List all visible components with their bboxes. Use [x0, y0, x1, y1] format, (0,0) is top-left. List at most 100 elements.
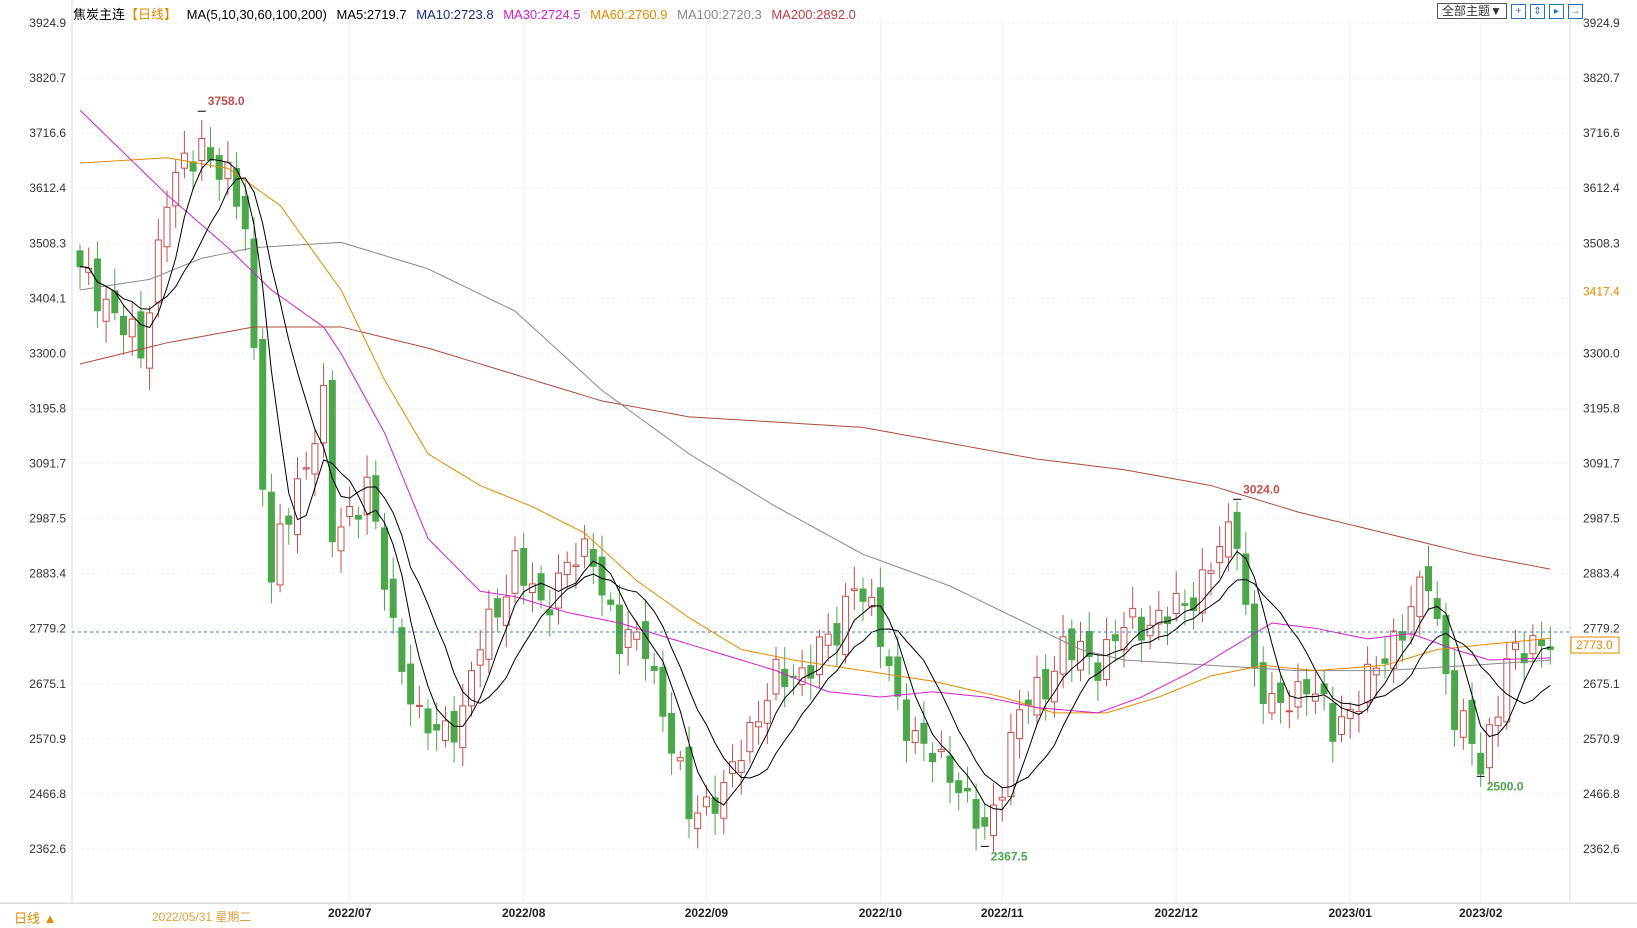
candle-body [1294, 681, 1302, 708]
zoom-range-icon[interactable]: ⇕ [1529, 3, 1545, 19]
theme-dropdown[interactable]: 全部主题▼ [1437, 3, 1507, 19]
extreme-price-label: 2500.0 [1487, 779, 1524, 793]
candle-body [807, 665, 815, 679]
candle-body [207, 147, 214, 161]
candle-body [1103, 639, 1111, 681]
candle-body [520, 548, 528, 586]
candle-body [146, 312, 154, 369]
candle-body [1233, 511, 1241, 549]
candle-body [607, 599, 615, 605]
y-tick-label-right: 2883.4 [1583, 567, 1620, 581]
candle-body [1329, 703, 1337, 742]
candle-body [354, 514, 362, 520]
candle-body [1259, 662, 1267, 705]
period-label[interactable]: 【日线】 [125, 7, 178, 22]
candle-body [1129, 607, 1137, 618]
candle-body [1085, 630, 1093, 658]
period-selector[interactable]: 日线 ▲ [14, 911, 57, 926]
ma10-line [79, 177, 1551, 789]
candle-body [737, 760, 745, 773]
candle-body [163, 206, 171, 248]
candle-body [1459, 710, 1467, 738]
candle-body [711, 797, 719, 814]
y-tick-label-right: 3091.7 [1583, 457, 1620, 471]
candle-body [850, 588, 858, 592]
candle-body [468, 670, 475, 707]
ma60-line [79, 157, 1551, 714]
candle-body [650, 665, 658, 671]
symbol-name: 焦炭主连 [73, 7, 126, 22]
candle-body [1068, 628, 1076, 661]
candle-body [1268, 693, 1276, 714]
candle-body [1311, 693, 1319, 702]
last-price-label: 2773.0 [1576, 638, 1613, 652]
candle-body [476, 649, 484, 666]
candle-body [250, 238, 258, 348]
candle-body [241, 195, 249, 230]
y-tick-label-right: 3195.8 [1583, 401, 1620, 415]
candle-body [337, 526, 345, 552]
candle-body [1468, 699, 1476, 744]
candle-body [911, 730, 919, 744]
y-tick-label-right: 2570.9 [1583, 732, 1620, 746]
candle-body [1050, 670, 1058, 703]
candle-body [224, 161, 232, 180]
candle-body [1172, 592, 1180, 614]
candle-body [1077, 640, 1084, 671]
candle-body [694, 812, 702, 830]
candle-body [494, 598, 502, 618]
candle-body [276, 523, 284, 586]
candle-body [1146, 624, 1154, 637]
candle-body [1164, 616, 1171, 624]
candle-body [1372, 667, 1380, 676]
candle-body [1338, 716, 1345, 735]
y-tick-label-left: 3820.7 [29, 71, 66, 85]
candle-body [1407, 606, 1415, 635]
candle-body [120, 315, 127, 336]
price-marker-label: 3417.4 [1583, 284, 1620, 298]
y-tick-label-left: 3716.6 [29, 126, 66, 140]
candle-body [415, 704, 423, 707]
candle-body [502, 596, 510, 626]
ma200-line [79, 326, 1551, 570]
candle-body [1120, 626, 1128, 651]
zoom-in-icon[interactable]: ▸ [1548, 3, 1564, 19]
candle-body [389, 578, 397, 618]
x-tick-label: 2022/10 [859, 906, 903, 920]
candle-body [76, 250, 84, 268]
y-tick-label-left: 3924.9 [29, 16, 66, 30]
candle-body [624, 629, 632, 648]
candle-body [833, 623, 841, 646]
candle-body [572, 564, 580, 568]
candle-body [589, 548, 597, 567]
candle-body [1451, 670, 1459, 730]
y-tick-label-right: 2466.8 [1583, 787, 1620, 801]
candle-body [1364, 663, 1372, 704]
y-tick-label-left: 2570.9 [29, 732, 66, 746]
crosshair-icon[interactable]: + [1510, 3, 1526, 19]
candle-body [511, 550, 519, 594]
candle-body [1442, 614, 1450, 675]
y-tick-label-right: 3612.4 [1583, 181, 1620, 195]
candle-body [676, 757, 684, 762]
y-tick-label-left: 3612.4 [29, 181, 66, 195]
y-tick-label-left: 3091.7 [29, 457, 66, 471]
candle-body [1111, 634, 1119, 642]
y-tick-label-right: 2987.5 [1583, 512, 1620, 526]
y-tick-label-right: 2362.6 [1583, 842, 1620, 856]
last-price-box [1570, 636, 1620, 654]
candle-body [842, 595, 850, 655]
candle-body [772, 658, 780, 695]
candle-body [1190, 597, 1198, 612]
ma60-value: MA60:2760.9 [590, 7, 668, 22]
y-tick-label-right: 3300.0 [1583, 346, 1620, 360]
x-tick-label: 2023/02 [1459, 906, 1503, 920]
candle-body [1512, 642, 1519, 651]
candle-body [1346, 708, 1354, 719]
y-tick-label-right: 3820.7 [1583, 71, 1620, 85]
shift-right-icon[interactable]: → [1567, 3, 1583, 19]
y-tick-label-left: 3300.0 [29, 346, 66, 360]
ma-title[interactable]: MA(5,10,30,60,100,200) [186, 7, 327, 22]
candle-body [1520, 653, 1528, 664]
